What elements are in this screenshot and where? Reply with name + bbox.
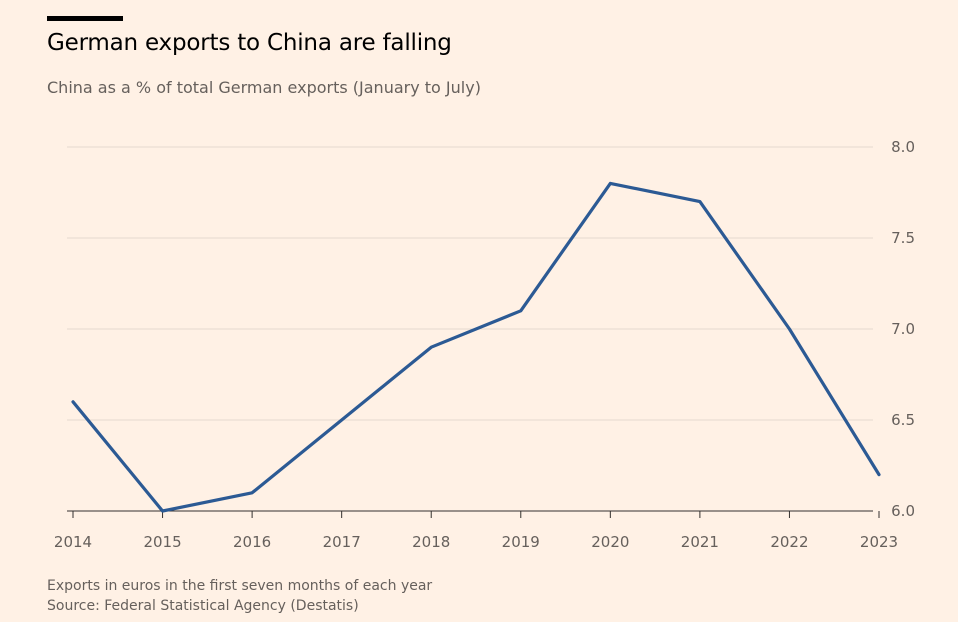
x-tick-label: 2020 [591, 533, 629, 551]
chart-title: German exports to China are falling [47, 30, 452, 56]
x-tick-label: 2016 [233, 533, 271, 551]
gridlines [67, 146, 873, 421]
x-axis-labels: 2014 2015 2016 2017 2018 2019 2020 2021 2022 2023 [54, 533, 898, 551]
y-tick-label: 6.5 [891, 411, 915, 429]
y-tick-label: 8.0 [891, 138, 915, 156]
y-tick-label: 7.5 [891, 229, 915, 247]
x-tick-label: 2022 [770, 533, 808, 551]
chart-subtitle: China as a % of total German exports (Ja… [47, 78, 481, 97]
x-tick-label: 2019 [502, 533, 540, 551]
x-tick-label: 2018 [412, 533, 450, 551]
series-layer [71, 181, 881, 513]
x-tick-label: 2017 [323, 533, 361, 551]
x-tick-label: 2014 [54, 533, 92, 551]
y-tick-label: 6.0 [891, 502, 915, 520]
chart-note: Exports in euros in the first seven mont… [47, 578, 433, 594]
title-accent-bar [47, 16, 123, 21]
y-axis-labels: 6.0 6.5 7.0 7.5 8.0 [891, 138, 915, 520]
x-axis [67, 510, 880, 518]
x-tick-label: 2023 [860, 533, 898, 551]
x-tick-label: 2021 [681, 533, 719, 551]
chart-source: Source: Federal Statistical Agency (Dest… [47, 598, 359, 614]
y-tick-label: 7.0 [891, 320, 915, 338]
series-line [71, 181, 881, 513]
x-tick-label: 2015 [143, 533, 181, 551]
